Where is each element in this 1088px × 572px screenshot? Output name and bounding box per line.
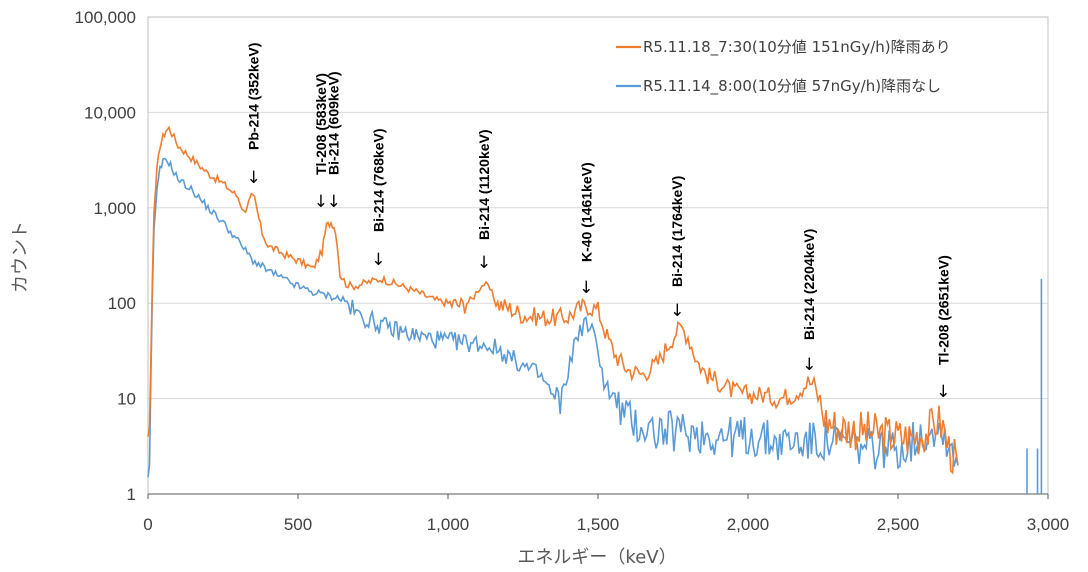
legend: R5.11.18_7:30(10分値 151nGy/h)降雨あり R5.11.14… [616,38,951,96]
peak-label: Bi-214 (1764keV) [669,176,685,287]
y-tick-label: 100 [108,294,136,313]
peak-label: K-40 (1461keV) [578,162,594,262]
series-line-1 [147,157,959,478]
peak-label: Bi-214 (609keV) [326,71,342,175]
down-arrow-icon: ↓ [314,192,328,212]
peak-label: Pb-214 (352keV) [246,43,262,150]
x-tick-label: 3,000 [1027,515,1070,534]
x-tick-labels: 0 500 1,000 1,500 2,000 2,500 3,000 [143,515,1069,534]
peak-annotations: Pb-214 (352keV) ↓ Tl-208 (583keV) ↓ Bi-214 (… [246,43,952,402]
y-tick-label: 1 [127,485,136,504]
down-arrow-icon: ↓ [579,278,593,298]
legend-label: R5.11.18_7:30(10分値 151nGy/h)降雨あり [643,38,951,57]
x-tick-label: 2,000 [727,515,770,534]
peak-label: Bi-214 (1120keV) [476,129,492,240]
down-arrow-icon: ↓ [371,250,385,270]
x-tick-label: 500 [284,515,312,534]
down-arrow-icon: ↓ [327,192,341,212]
down-arrow-icon: ↓ [477,253,491,273]
down-arrow-icon: ↓ [246,168,260,188]
x-tick-label: 0 [143,515,152,534]
y-tick-label: 10 [117,390,136,409]
y-tick-labels: 1 10 100 1,000 10,000 100,000 [75,8,136,504]
y-tick-label: 10,000 [84,103,136,122]
down-arrow-icon: ↓ [802,355,816,375]
series-line-0 [147,125,959,475]
x-axis-title: エネルギー（keV） [517,547,676,568]
peak-label: Bi-214 (768keV) [370,128,386,232]
peak-label: Tl-208 (2651keV) [935,255,951,365]
peak-label: Tl-208 (583keV) [313,73,329,175]
axes [147,16,1049,499]
down-arrow-icon: ↓ [670,301,684,321]
y-tick-label: 100,000 [75,8,136,27]
peak-label: Bi-214 (2204keV) [801,229,817,340]
down-arrow-icon: ↓ [936,382,950,402]
legend-label: R5.11.14_8:00(10分値 57nGy/h)降雨なし [643,77,941,96]
x-tick-label: 1,500 [577,515,620,534]
y-axis-title: カウント [10,221,31,293]
y-tick-label: 1,000 [93,199,136,218]
series-lines [147,125,1043,494]
x-tick-label: 1,000 [427,515,470,534]
x-tick-label: 2,500 [877,515,920,534]
